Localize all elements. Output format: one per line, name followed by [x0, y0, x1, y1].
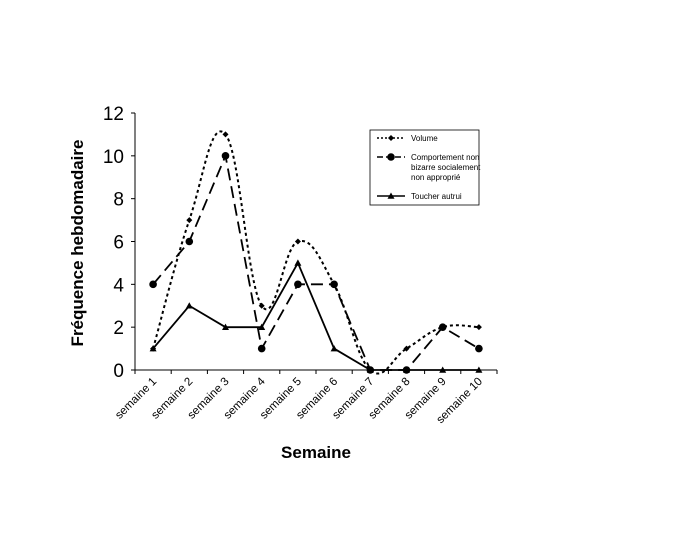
data-point-triangle: [439, 366, 447, 373]
series-diamond-series: [150, 130, 482, 375]
legend-marker-diamond: [388, 135, 394, 141]
data-point-circle: [149, 280, 157, 289]
series-line-dotted: [152, 130, 479, 375]
data-point-diamond: [367, 367, 374, 373]
series-group: [149, 130, 483, 375]
y-tick-label: 4: [113, 275, 124, 296]
y-tick-label: 0: [113, 361, 124, 382]
data-point-diamond: [439, 324, 446, 331]
data-point-circle: [221, 152, 230, 160]
y-tick-label: 10: [103, 147, 124, 168]
data-point-circle: [402, 366, 411, 374]
data-point-triangle: [294, 259, 302, 266]
legend-label: non approprié: [411, 173, 461, 182]
data-point-diamond: [150, 345, 157, 352]
data-point-triangle: [330, 345, 338, 352]
y-tick-label: 6: [113, 233, 124, 254]
data-point-triangle: [258, 323, 266, 330]
data-point-diamond: [403, 345, 410, 352]
y-tick-labels: 0 2 4 6 8 10 12: [103, 104, 125, 382]
data-point-diamond: [222, 131, 229, 138]
series-line-dashed: [152, 152, 480, 371]
data-point-circle: [257, 344, 266, 353]
data-point-circle: [185, 237, 194, 246]
data-point-diamond: [475, 324, 482, 331]
legend-label: Toucher autrui: [411, 192, 462, 201]
legend-marker-triangle: [387, 192, 395, 199]
x-axis-title: Semaine: [281, 443, 351, 462]
data-point-diamond: [294, 238, 301, 245]
y-tick-label: 12: [103, 104, 124, 125]
legend-marker-circle: [387, 153, 395, 161]
series-triangle-series: [149, 259, 483, 373]
data-point-triangle: [185, 302, 193, 309]
data-point-circle: [475, 344, 483, 353]
data-point-diamond: [258, 302, 265, 309]
series-line-solid: [152, 260, 479, 371]
data-point-circle: [294, 280, 302, 289]
data-point-diamond: [331, 281, 338, 288]
data-point-triangle: [475, 366, 483, 373]
data-point-triangle: [222, 323, 229, 330]
legend-label: bizarre socialement: [411, 163, 481, 172]
legend-label: Comportement non: [411, 153, 479, 162]
data-point-diamond: [186, 217, 193, 224]
legend-label: Volume: [411, 134, 438, 143]
y-tick-label: 8: [113, 190, 124, 211]
y-tick-label: 2: [113, 318, 124, 339]
legend-frame: [369, 129, 480, 206]
y-axis-title: Fréquence hebdomadaire: [68, 140, 87, 347]
